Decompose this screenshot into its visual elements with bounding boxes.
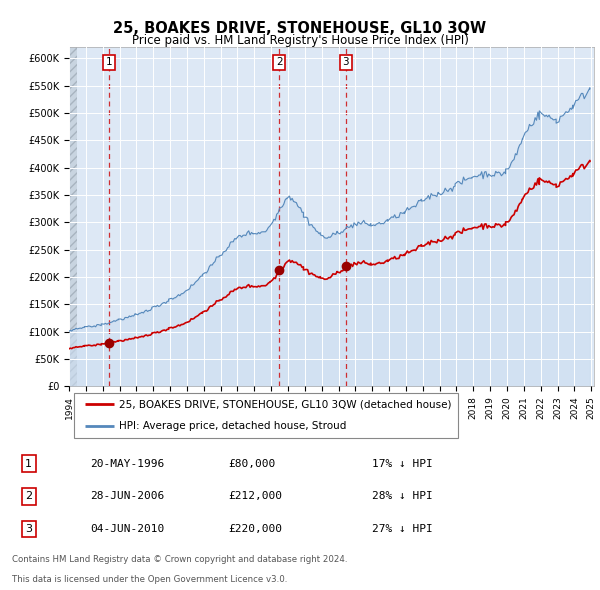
Text: HPI: Average price, detached house, Stroud: HPI: Average price, detached house, Stro… xyxy=(119,421,346,431)
Text: 1: 1 xyxy=(25,458,32,468)
Text: £212,000: £212,000 xyxy=(228,491,282,502)
Text: £220,000: £220,000 xyxy=(228,524,282,534)
Text: 28% ↓ HPI: 28% ↓ HPI xyxy=(372,491,433,502)
Text: 1: 1 xyxy=(106,57,112,67)
Text: 2: 2 xyxy=(276,57,283,67)
Text: 27% ↓ HPI: 27% ↓ HPI xyxy=(372,524,433,534)
Text: 28-JUN-2006: 28-JUN-2006 xyxy=(90,491,164,502)
Text: 04-JUN-2010: 04-JUN-2010 xyxy=(90,524,164,534)
Text: Contains HM Land Registry data © Crown copyright and database right 2024.: Contains HM Land Registry data © Crown c… xyxy=(12,555,347,564)
Text: This data is licensed under the Open Government Licence v3.0.: This data is licensed under the Open Gov… xyxy=(12,575,287,584)
Text: £80,000: £80,000 xyxy=(228,458,275,468)
Text: 3: 3 xyxy=(25,524,32,534)
Text: 20-MAY-1996: 20-MAY-1996 xyxy=(90,458,164,468)
Text: 3: 3 xyxy=(343,57,349,67)
Text: 25, BOAKES DRIVE, STONEHOUSE, GL10 3QW (detached house): 25, BOAKES DRIVE, STONEHOUSE, GL10 3QW (… xyxy=(119,399,451,409)
Text: 2: 2 xyxy=(25,491,32,502)
Text: Price paid vs. HM Land Registry's House Price Index (HPI): Price paid vs. HM Land Registry's House … xyxy=(131,34,469,47)
Bar xyxy=(74,393,458,438)
Bar xyxy=(69,47,77,386)
Text: 17% ↓ HPI: 17% ↓ HPI xyxy=(372,458,433,468)
Text: 25, BOAKES DRIVE, STONEHOUSE, GL10 3QW: 25, BOAKES DRIVE, STONEHOUSE, GL10 3QW xyxy=(113,21,487,35)
